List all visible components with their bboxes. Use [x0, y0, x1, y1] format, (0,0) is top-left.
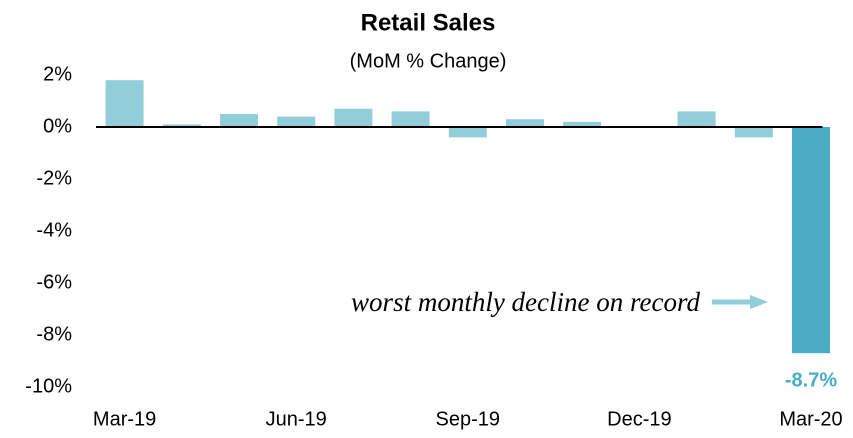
- bar: [334, 108, 373, 127]
- y-tick-label: -2%: [36, 167, 72, 189]
- y-tick-label: 0%: [43, 115, 72, 137]
- x-tick-label: Sep-19: [436, 408, 501, 430]
- y-tick-label: 2%: [43, 63, 72, 85]
- y-tick-label: -10%: [25, 375, 72, 397]
- y-tick-label: -8%: [36, 323, 72, 345]
- bar: [105, 80, 144, 127]
- bar: [391, 111, 430, 127]
- x-tick-label: Jun-19: [266, 408, 327, 430]
- x-tick-label: Dec-19: [607, 408, 671, 430]
- bar: [792, 127, 830, 354]
- bar: [563, 121, 602, 127]
- x-tick-label: Mar-20: [779, 408, 842, 430]
- y-tick-label: -6%: [36, 271, 72, 293]
- value-label: -8.7%: [785, 369, 837, 391]
- bar: [448, 127, 487, 138]
- bar: [220, 114, 258, 127]
- annotation-arrowhead: [750, 295, 768, 309]
- bar: [677, 111, 716, 127]
- bar: [734, 127, 773, 138]
- y-tick-label: -4%: [36, 219, 72, 241]
- chart-title: Retail Sales: [361, 9, 496, 36]
- chart-subtitle: (MoM % Change): [350, 50, 507, 72]
- bar: [162, 124, 201, 127]
- bar: [506, 119, 544, 127]
- annotation: worst monthly decline on record: [351, 287, 700, 317]
- bar: [277, 116, 316, 127]
- x-tick-label: Mar-19: [93, 408, 156, 430]
